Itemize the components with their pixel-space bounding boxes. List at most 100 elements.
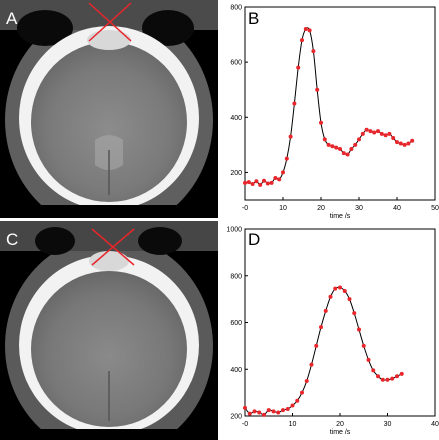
chart-b-data-point xyxy=(383,133,388,138)
chart-b-data-point xyxy=(391,135,396,140)
chart-b-data-point xyxy=(315,87,320,92)
chart-b-data-point xyxy=(288,134,293,139)
chart-d: -0 10 20 30 40 200 400 600 800 1000 time /s xyxy=(226,227,439,437)
chart-b-y-tick-label: 600 xyxy=(230,60,242,67)
chart-b-data-point xyxy=(319,120,323,125)
chart-b-data-point xyxy=(246,180,251,185)
ct-image-a: A xyxy=(0,0,218,218)
chart-b-data-point xyxy=(296,65,301,70)
chart-b-data-point xyxy=(372,130,377,135)
chart-b-data-point xyxy=(395,140,399,145)
chart-d-data-point xyxy=(319,325,323,330)
chart-d-data-point xyxy=(385,377,390,382)
chart-d-data-point xyxy=(266,408,271,413)
chart-d-data-point xyxy=(338,285,342,290)
chart-b-data-point xyxy=(360,131,365,136)
chart-d-plot-frame xyxy=(244,228,436,417)
chart-d-x-tick-label: 40 xyxy=(431,421,439,428)
chart-d-data-point xyxy=(399,371,404,376)
chart-d-data-point xyxy=(290,403,295,408)
chart-b-data-point xyxy=(277,177,282,182)
chart-b-data-point xyxy=(357,137,361,142)
chart-b: -0 10 20 30 40 50 200 400 600 800 time /s xyxy=(230,5,439,221)
chart-b-data-point xyxy=(281,170,285,175)
chart-b-x-axis-label: time /s xyxy=(330,213,351,220)
chart-d-data-point xyxy=(323,308,328,313)
chart-d-data-point xyxy=(257,410,262,415)
chart-b-data-point xyxy=(284,156,289,161)
chart-b-data-point xyxy=(265,181,270,186)
chart-d-data-point xyxy=(395,374,399,379)
chart-d-y-tick-label: 800 xyxy=(230,273,242,280)
chart-d-data-point xyxy=(371,368,376,373)
chart-d-data-point xyxy=(314,343,319,348)
chart-b-data-point xyxy=(326,142,331,147)
chart-b-data-point xyxy=(307,28,312,33)
chart-d-data-point xyxy=(333,286,338,291)
chart-d-data-point xyxy=(285,406,290,411)
chart-d-y-tick-label: 600 xyxy=(230,320,242,327)
chart-d-data-point xyxy=(276,410,281,415)
chart-b-data-point xyxy=(330,144,335,149)
chart-d-series-line xyxy=(244,286,402,416)
chart-d-x-tick-label: 20 xyxy=(336,421,344,428)
chart-d-data-point xyxy=(380,377,385,382)
chart-b-data-point xyxy=(338,146,342,151)
chart-d-data-point xyxy=(281,408,285,413)
chart-b-data-point xyxy=(349,146,354,151)
chart-b-data-point xyxy=(303,27,308,32)
chart-b-data-point xyxy=(376,129,380,134)
chart-b-data-point xyxy=(406,141,411,146)
chart-b-x-tick-label: -0 xyxy=(242,205,248,212)
chart-b-data-point xyxy=(398,141,403,146)
chart-b-data-point xyxy=(387,131,392,136)
ct-scan-a-graphic xyxy=(0,0,218,218)
chart-b-data-point xyxy=(322,137,327,142)
chart-d-data-point xyxy=(376,374,380,379)
chart-b-y-tick-label: 800 xyxy=(230,5,242,12)
panel-label-b: B xyxy=(248,9,260,28)
chart-b-data-point xyxy=(273,175,278,180)
chart-b-data-point xyxy=(368,129,373,134)
chart-b-y-tick-label: 400 xyxy=(230,115,242,122)
chart-b-data-point xyxy=(410,138,415,143)
chart-b-data-point xyxy=(379,131,384,136)
chart-b-x-tick-label: 30 xyxy=(355,205,363,212)
panel-label-a: A xyxy=(6,9,18,28)
chart-b-x-tick-label: 10 xyxy=(279,205,287,212)
chart-b-data-point xyxy=(364,127,369,132)
chart-d-data-point xyxy=(243,405,247,410)
chart-d-data-point xyxy=(361,343,366,348)
chart-b-data-point xyxy=(250,182,255,187)
panel-label-d: D xyxy=(248,230,261,249)
chart-d-panel: -0 10 20 30 40 200 400 600 800 1000 time /s D xyxy=(218,221,439,440)
chart-b-data-point xyxy=(243,180,247,185)
chart-b-x-tick-label: 40 xyxy=(393,205,401,212)
chart-b-data-point xyxy=(269,180,274,185)
chart-b-data-point xyxy=(341,151,346,156)
chart-b-x-tick-label: 50 xyxy=(431,205,439,212)
chart-d-data-point xyxy=(304,378,309,383)
chart-d-data-point xyxy=(390,376,395,381)
chart-d-x-axis-label: time /s xyxy=(330,429,351,436)
chart-d-x-tick-label: 10 xyxy=(289,421,297,428)
chart-d-y-tick-label: 400 xyxy=(230,367,242,374)
chart-b-plot-frame xyxy=(244,6,436,201)
chart-d-y-tick-label: 200 xyxy=(230,414,242,421)
chart-d-data-point xyxy=(357,327,361,332)
chart-d-data-point xyxy=(309,362,314,367)
chart-b-data-point xyxy=(334,145,339,150)
chart-d-data-point xyxy=(347,297,352,302)
ct-image-c: C xyxy=(0,221,218,440)
chart-b-data-point xyxy=(353,142,358,147)
chart-d-data-point xyxy=(271,409,276,414)
chart-b-data-point xyxy=(262,178,266,183)
chart-b-y-tick-label: 200 xyxy=(230,170,242,177)
chart-d-x-tick-label: -0 xyxy=(242,421,248,428)
chart-b-data-point xyxy=(300,38,304,43)
chart-d-x-tick-label: 30 xyxy=(384,421,392,428)
panel-label-c: C xyxy=(6,230,19,249)
chart-b-data-point xyxy=(311,49,316,54)
chart-d-data-point xyxy=(342,288,347,293)
marker-cross-line-c2 xyxy=(91,228,135,266)
